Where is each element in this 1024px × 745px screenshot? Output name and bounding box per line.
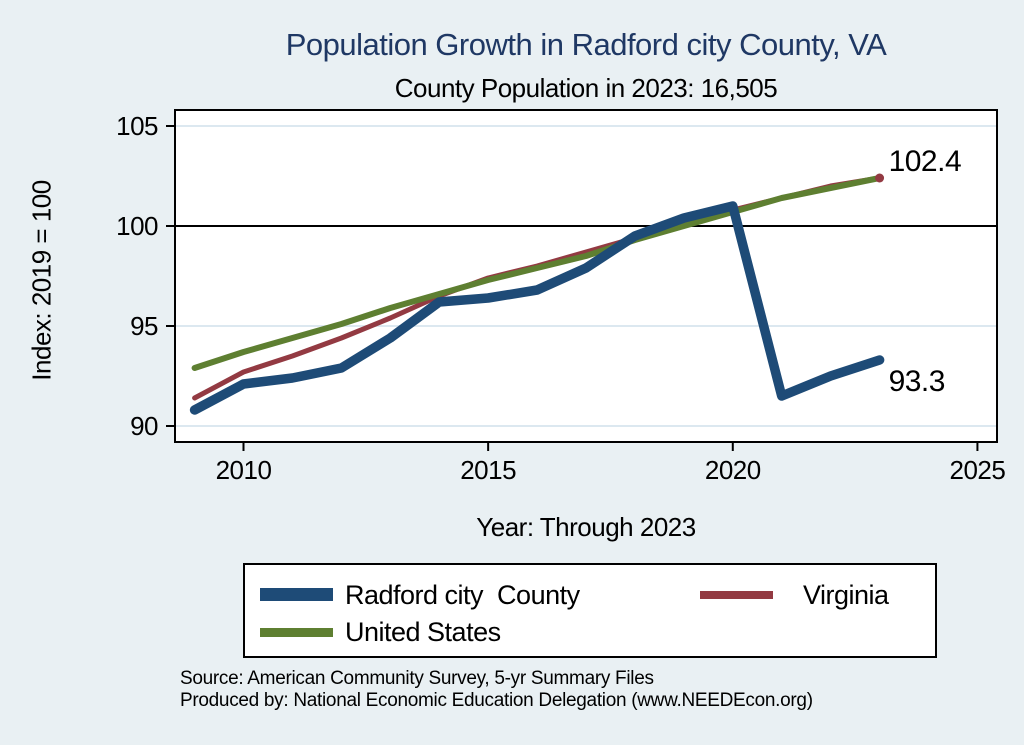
legend-swatch-united-states [260,628,333,637]
source-line-1: Source: American Community Survey, 5-yr … [180,668,654,689]
source-line-2: Produced by: National Economic Education… [180,690,813,711]
series-line-united-states [191,175,883,371]
x-tick-label: 2025 [949,455,1006,485]
virginia-end-marker [875,173,885,183]
annotation-lower: 93.3 [888,365,946,398]
x-tick-label: 2020 [704,455,761,485]
y-axis-title: Index: 2019 = 100 [26,180,57,381]
plot-background [175,110,997,442]
x-axis-title: Year: Through 2023 [476,512,696,542]
legend-label-radford: Radford city County [345,580,580,610]
series-line-radford-city-county [189,201,885,415]
y-tick-label: 105 [116,111,158,141]
y-tick-label: 100 [116,211,158,241]
legend-label-virginia: Virginia [803,580,889,610]
plot-border [174,109,998,443]
chart-subtitle: County Population in 2023: 16,505 [394,73,778,103]
legend-label-united-states: United States [345,617,501,647]
y-tick-label: 95 [130,311,158,341]
annotation-upper: 102.4 [888,145,962,178]
legend-swatch-virginia [700,591,773,599]
y-tick-label: 90 [130,411,158,441]
x-tick-label: 2015 [460,455,517,485]
legend: Radford city County Virginia United Stat… [243,563,937,658]
page-title: Population Growth in Radford city County… [285,27,887,62]
x-tick-label: 2010 [215,455,272,485]
legend-swatch-radford [260,588,333,601]
